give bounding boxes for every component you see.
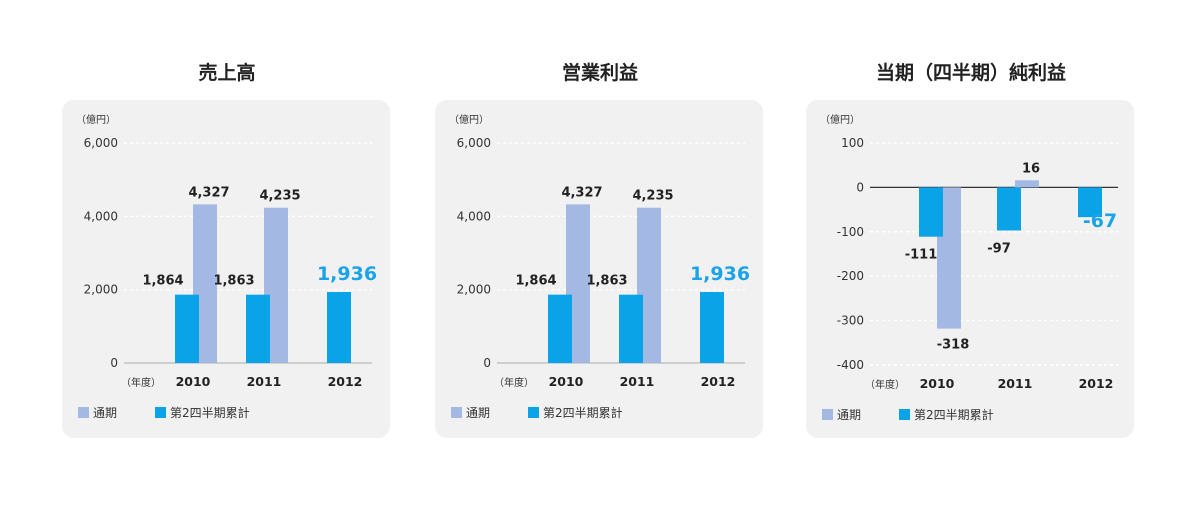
y-tick-label: 0 [483,356,491,370]
x-axis-label: （年度） [494,376,534,389]
x-tick-label: 2011 [620,374,655,389]
y-tick-label: 4,000 [457,209,491,223]
bar-q2-cumulative-label: 1,864 [142,274,183,289]
bar-q2-cumulative-label: -97 [987,241,1011,256]
bar-q2-cumulative-label: -67 [1083,210,1117,232]
sales-chart-svg: （億円） 0 2,000 4,000 6,000 4,327 1,864 2010 4,235 1… [76,113,377,420]
x-tick-label: 2010 [920,376,955,391]
chart-title: 営業利益 [561,62,638,84]
x-axis-label: （年度） [865,378,905,391]
y-tick-label: 2,000 [457,283,491,297]
bar-full-year [1015,180,1039,188]
bar-full-year-label: 16 [1022,161,1040,176]
bar-q2-cumulative-label: 1,863 [213,274,254,289]
legend-label-q2-cumulative: 第2四半期累計 [543,405,623,420]
bar-q2-cumulative [548,294,572,363]
bar-full-year-label: 4,235 [259,189,300,204]
x-tick-label: 2011 [998,376,1033,391]
bar-q2-cumulative [1078,187,1102,218]
legend-swatch-full-year [451,407,462,418]
legend-swatch-q2-cumulative [899,409,910,420]
y-tick-label: 6,000 [84,136,118,150]
net-income-chart-svg: （億円） -400 -300 -200 -100 0 100 -318 -111 2010 16 -9… [820,113,1118,422]
operating-income-chart-svg: （億円） 0 2,000 4,000 6,000 4,327 1,864 2010 4,235 1… [449,113,750,420]
y-tick-label: 4,000 [84,209,118,223]
bar-full-year-label: 4,235 [632,189,673,204]
legend-label-full-year: 通期 [466,406,490,420]
bar-q2-cumulative-label: 1,864 [515,274,556,289]
bar-q2-cumulative [619,294,643,363]
x-tick-label: 2010 [549,374,584,389]
bar-full-year-label: 4,327 [561,185,602,200]
x-tick-label: 2011 [247,374,282,389]
bar-q2-cumulative-label: -111 [905,248,938,263]
legend-swatch-q2-cumulative [155,407,166,418]
x-tick-label: 2012 [701,374,736,389]
x-tick-label: 2012 [1079,376,1114,391]
y-unit-label: （億円） [76,113,116,126]
x-tick-label: 2012 [328,374,363,389]
y-tick-label: -300 [837,314,864,328]
bar-q2-cumulative [327,292,351,363]
bar-q2-cumulative-label: 1,936 [690,263,750,285]
chart-panel-operating-income: 営業利益 （億円） 0 2,000 4,000 6,000 4,327 1,864 2010 4… [435,0,765,511]
x-axis-label: （年度） [121,376,161,389]
bar-q2-cumulative [246,294,270,363]
legend-label-full-year: 通期 [93,406,117,420]
bar-full-year-label: 4,327 [188,185,229,200]
y-tick-label: -200 [837,269,864,283]
y-unit-label: （億円） [820,113,860,126]
chart-card: （億円） 0 2,000 4,000 6,000 4,327 1,864 2010 4,235 1… [62,100,390,438]
bar-q2-cumulative-label: 1,936 [317,263,377,285]
bar-q2-cumulative [997,187,1021,231]
chart-card: （億円） -400 -300 -200 -100 0 100 -318 -111 2010 16 -9… [806,100,1134,438]
y-tick-label: 100 [841,136,864,150]
bar-q2-cumulative [175,294,199,363]
y-tick-label: -400 [837,358,864,372]
x-tick-label: 2010 [176,374,211,389]
y-tick-label: -100 [837,225,864,239]
chart-title: 売上高 [198,62,256,84]
legend-swatch-full-year [822,409,833,420]
bar-full-year-label: -318 [937,338,970,353]
chart-panel-net-income: 当期（四半期）純利益 （億円） -400 -300 -200 -100 0 100 -318 -… [806,0,1136,511]
legend-label-q2-cumulative: 第2四半期累計 [170,405,250,420]
bar-q2-cumulative-label: 1,863 [586,274,627,289]
bar-q2-cumulative [919,187,943,237]
bar-q2-cumulative [700,292,724,363]
y-tick-label: 2,000 [84,283,118,297]
chart-panel-sales: 売上高 （億円） 0 2,000 4,000 6,000 4,327 1,864 2010 4,… [62,0,392,511]
chart-card: （億円） 0 2,000 4,000 6,000 4,327 1,864 2010 4,235 1… [435,100,763,438]
y-tick-label: 0 [110,356,118,370]
legend-label-q2-cumulative: 第2四半期累計 [914,407,994,422]
legend-swatch-q2-cumulative [528,407,539,418]
y-tick-label: 0 [856,180,864,194]
legend-label-full-year: 通期 [837,408,861,422]
legend-swatch-full-year [78,407,89,418]
chart-title: 当期（四半期）純利益 [875,62,1066,84]
y-tick-label: 6,000 [457,136,491,150]
y-unit-label: （億円） [449,113,489,126]
